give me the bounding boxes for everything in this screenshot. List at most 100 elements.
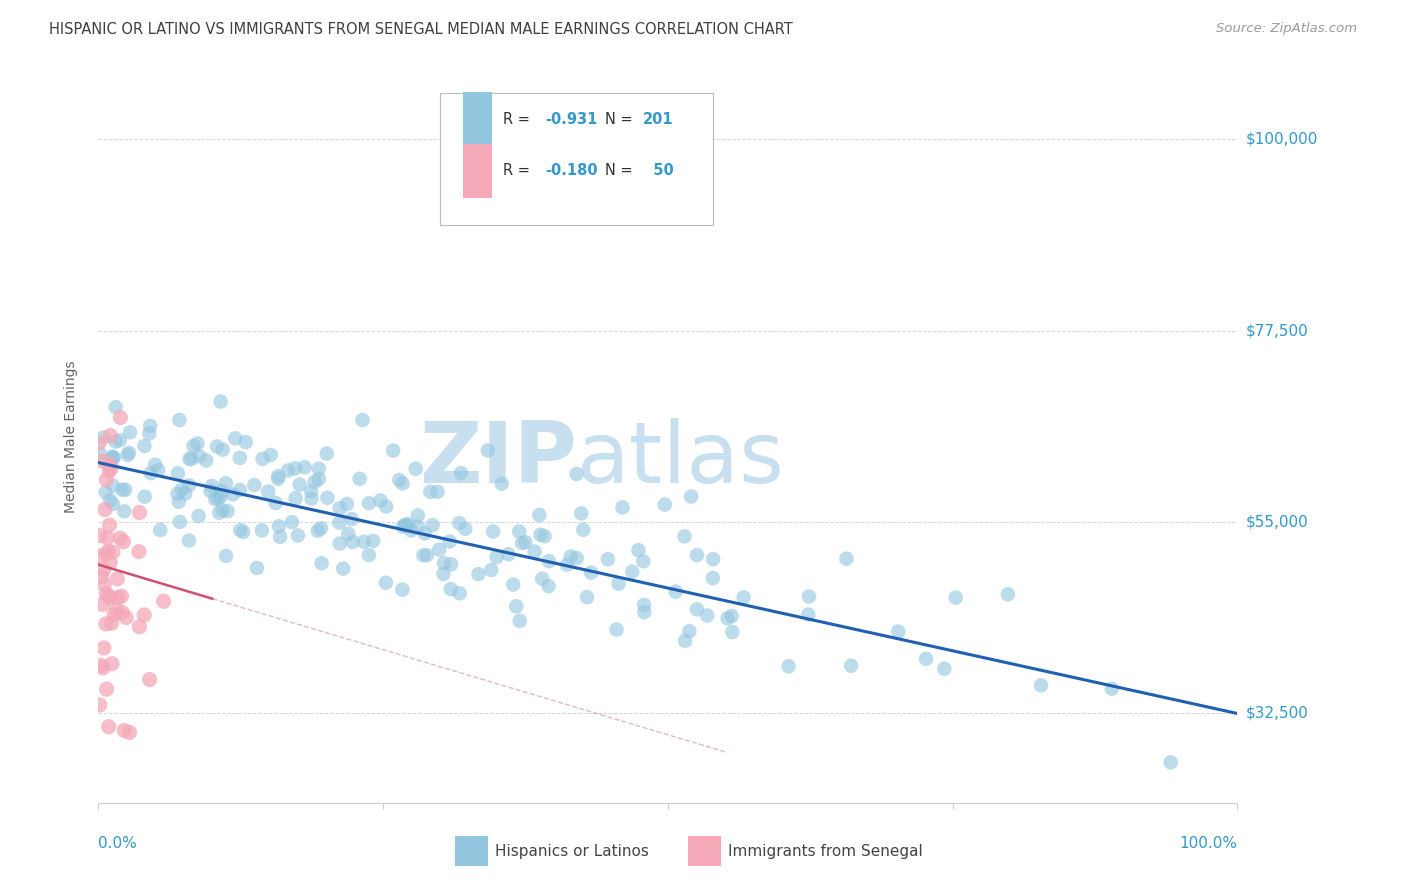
Point [187,508,209,523]
Point [211,503,233,517]
Point [997,587,1019,601]
Point [388,473,411,487]
Point [515,535,537,549]
Point [502,577,524,591]
Point [440,558,463,572]
Point [149,523,172,537]
Point [665,584,688,599]
Point [565,551,588,566]
Point [96,473,118,487]
Point [454,522,477,536]
Point [427,542,450,557]
Point [316,491,339,505]
Point [209,394,232,409]
Point [108,434,131,448]
Point [329,501,352,516]
Point [94,502,117,516]
Point [419,484,441,499]
Point [139,419,162,434]
Point [716,611,738,625]
Point [482,524,505,539]
Point [294,460,316,475]
Point [235,435,257,450]
Y-axis label: Median Male Earnings: Median Male Earnings [63,360,77,514]
Point [579,566,602,580]
Point [111,483,134,497]
Point [467,567,489,582]
Point [673,529,696,543]
Point [260,448,283,462]
Point [433,556,456,570]
Point [284,491,307,506]
Point [110,410,132,425]
FancyBboxPatch shape [440,94,713,225]
Point [565,467,588,481]
Point [205,440,228,454]
Point [188,450,211,464]
Point [529,508,551,522]
Point [180,451,202,466]
Point [215,549,238,563]
Point [107,591,129,605]
Point [93,431,115,445]
Point [416,549,439,563]
Point [450,466,472,480]
Point [138,673,160,687]
Point [596,552,619,566]
Point [537,579,560,593]
Point [477,443,499,458]
Point [114,483,136,497]
Text: -0.931: -0.931 [546,112,598,127]
Point [152,594,174,608]
Text: R =: R = [503,163,534,178]
Point [108,531,131,545]
Point [101,450,124,464]
Text: HISPANIC OR LATINO VS IMMIGRANTS FROM SENEGAL MEDIAN MALE EARNINGS CORRELATION C: HISPANIC OR LATINO VS IMMIGRANTS FROM SE… [49,22,793,37]
Point [118,425,141,440]
FancyBboxPatch shape [463,93,492,146]
Point [361,533,384,548]
Point [681,490,703,504]
Point [169,515,191,529]
Point [128,544,150,558]
Point [177,533,200,548]
Point [284,461,307,475]
Text: Immigrants from Senegal: Immigrants from Senegal [728,844,922,859]
Point [128,506,150,520]
Point [835,551,858,566]
Point [308,461,330,475]
Point [195,453,218,467]
Point [91,661,114,675]
Point [134,607,156,622]
Point [523,544,546,558]
Point [143,458,166,472]
Point [118,725,141,739]
Point [485,550,508,565]
Point [329,536,352,550]
Point [1101,681,1123,696]
Point [111,606,134,620]
Point [89,528,111,542]
Point [491,476,513,491]
Point [340,512,363,526]
Point [299,484,322,499]
Point [934,662,956,676]
Point [146,463,169,477]
Point [128,620,150,634]
Point [686,548,709,562]
Point [115,610,138,624]
Point [560,549,582,564]
Point [352,413,374,427]
Text: -0.180: -0.180 [546,163,598,178]
Point [406,508,429,523]
Text: atlas: atlas [576,417,785,500]
Point [426,484,449,499]
Point [374,575,396,590]
Point [267,469,290,483]
Point [315,446,337,460]
Point [382,443,405,458]
Point [412,549,434,563]
Point [370,493,392,508]
Point [98,428,121,442]
Point [509,614,531,628]
